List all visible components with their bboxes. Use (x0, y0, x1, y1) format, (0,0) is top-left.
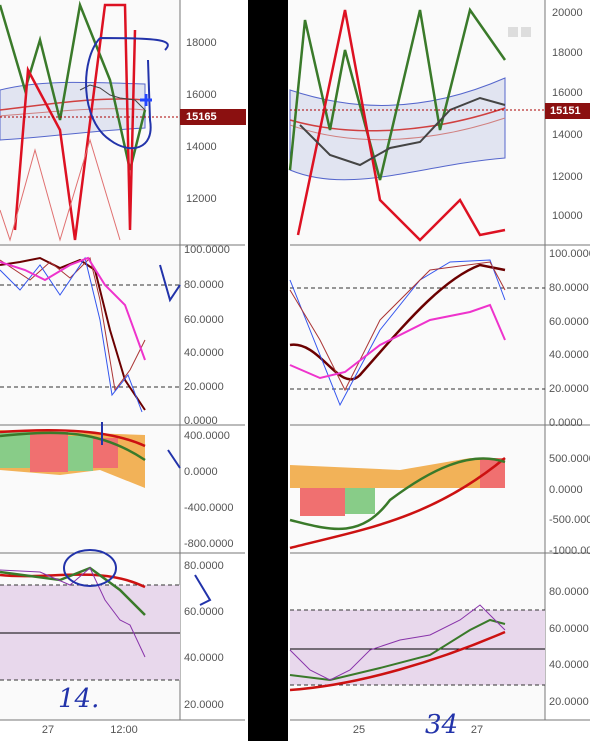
axis-label: 20.0000 (549, 696, 589, 708)
left-macd-plot (0, 422, 181, 488)
axis-label: 12000 (552, 171, 583, 183)
time-label: 27 (471, 724, 483, 736)
axis-label: 100.0000 (549, 248, 590, 260)
axis-label: 40.0000 (184, 347, 224, 359)
handwritten-note: 14. (58, 684, 99, 714)
handwritten-note: 34 (425, 710, 458, 740)
left-price-tag: 15165 (186, 111, 217, 123)
right-price-tag: 15151 (550, 105, 581, 117)
right-price-tag-bg (545, 103, 590, 119)
axis-label: 500.0000 (549, 453, 590, 465)
axis-label: 20.0000 (549, 383, 589, 395)
left-price-plot (0, 0, 180, 242)
axis-label: 14000 (186, 141, 217, 153)
axis-label: -1000.0000 (549, 545, 590, 557)
right-stoch-plot (289, 259, 545, 407)
axis-label: 0.0000 (549, 484, 583, 496)
left-axes: 18000 16000 14000 12000 100.0000 80.0000… (42, 37, 234, 736)
left-price-tag-bg (180, 109, 246, 125)
axis-label: 0.0000 (184, 466, 218, 478)
axis-label: 14000 (552, 129, 583, 141)
axis-label: 18000 (186, 37, 217, 49)
time-label: 25 (353, 724, 365, 736)
axis-label: 80.0000 (549, 586, 589, 598)
axis-label: 60.0000 (184, 606, 224, 618)
right-rsi-plot (289, 604, 545, 692)
axis-label: 10000 (552, 210, 583, 222)
axis-label: -800.0000 (184, 538, 234, 550)
axis-label: 80.0000 (184, 560, 224, 572)
left-stoch-plot (0, 256, 181, 413)
axis-label: 0.0000 (549, 417, 583, 429)
axis-label: 400.0000 (184, 430, 230, 442)
axis-label: -400.0000 (184, 502, 234, 514)
axis-label: 20000 (552, 7, 583, 19)
time-label: 12:00 (110, 724, 138, 736)
axis-label: 18000 (552, 47, 583, 59)
axis-label: 20.0000 (184, 381, 224, 393)
axis-label: 16000 (186, 89, 217, 101)
axis-label: 40.0000 (184, 652, 224, 664)
axis-label: 80.0000 (549, 282, 589, 294)
axis-label: 20.0000 (184, 699, 224, 711)
axis-label: 100.0000 (184, 244, 230, 256)
axis-label: 40.0000 (549, 659, 589, 671)
axis-label: 60.0000 (549, 623, 589, 635)
right-price-plot (288, 7, 545, 242)
divider (248, 0, 288, 741)
right-axes: 20000 18000 16000 14000 12000 10000 100.… (353, 7, 590, 740)
axis-label: 12000 (186, 193, 217, 205)
right-macd-plot (289, 457, 506, 550)
axis-label: 40.0000 (549, 349, 589, 361)
axis-label: 60.0000 (184, 314, 224, 326)
axis-label: 80.0000 (184, 279, 224, 291)
axis-label: 16000 (552, 87, 583, 99)
axis-label: -500.0000 (549, 514, 590, 526)
axis-label: 0.0000 (184, 415, 218, 427)
time-label: 27 (42, 724, 54, 736)
left-rsi-plot (0, 549, 212, 681)
axis-label: 60.0000 (549, 316, 589, 328)
